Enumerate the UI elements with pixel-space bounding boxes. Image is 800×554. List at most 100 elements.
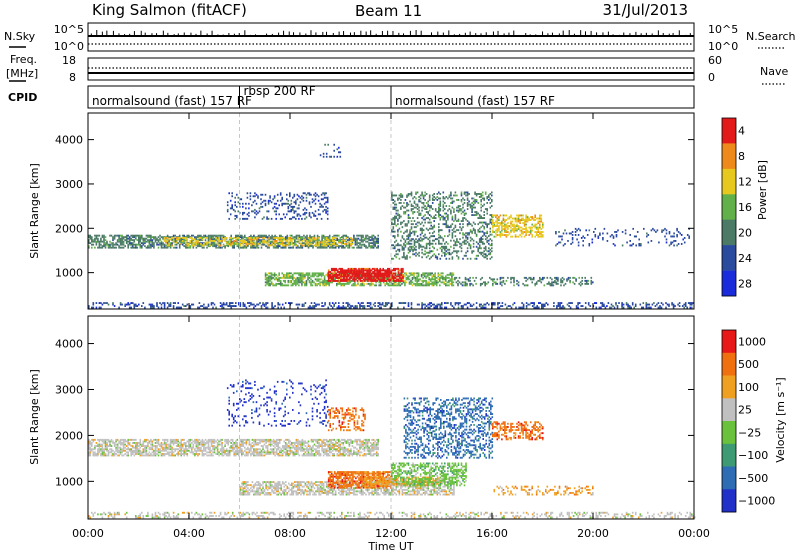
data-cell bbox=[274, 234, 276, 237]
data-cell bbox=[418, 251, 420, 254]
data-cell bbox=[403, 206, 405, 209]
data-cell bbox=[287, 273, 290, 276]
data-cell bbox=[429, 282, 432, 285]
data-cell bbox=[133, 240, 136, 243]
data-cell bbox=[421, 248, 423, 251]
data-cell bbox=[342, 269, 344, 272]
data-cell bbox=[329, 271, 331, 273]
data-cell bbox=[291, 240, 293, 242]
data-cell bbox=[203, 303, 205, 306]
data-cell bbox=[427, 203, 429, 206]
data-cell bbox=[394, 221, 396, 224]
data-cell bbox=[537, 226, 539, 229]
data-cell bbox=[474, 230, 476, 233]
data-cell bbox=[555, 276, 558, 279]
data-cell bbox=[445, 223, 448, 226]
data-cell bbox=[474, 223, 476, 226]
data-cell bbox=[481, 251, 484, 254]
data-cell bbox=[363, 274, 365, 276]
data-cell bbox=[322, 282, 324, 285]
data-cell bbox=[326, 210, 329, 213]
data-cell bbox=[157, 239, 160, 242]
data-cell bbox=[305, 272, 308, 275]
data-cell bbox=[275, 202, 277, 205]
data-cell bbox=[375, 281, 377, 284]
data-cell bbox=[338, 240, 340, 242]
data-cell bbox=[195, 246, 198, 249]
data-cell bbox=[357, 245, 360, 248]
data-cell bbox=[511, 276, 514, 279]
data-cell bbox=[612, 237, 615, 239]
data-cell bbox=[480, 238, 482, 241]
data-cell bbox=[483, 221, 485, 224]
data-cell bbox=[492, 279, 494, 282]
data-cell bbox=[354, 240, 357, 243]
data-cell bbox=[438, 212, 440, 215]
data-cell bbox=[410, 223, 413, 226]
data-cell bbox=[322, 198, 324, 201]
data-cell bbox=[448, 276, 450, 279]
data-cell bbox=[424, 247, 426, 250]
data-cell bbox=[227, 245, 229, 248]
data-cell bbox=[410, 193, 413, 195]
data-cell bbox=[377, 234, 379, 237]
data-cell bbox=[280, 240, 282, 242]
data-cell bbox=[210, 303, 213, 306]
data-cell bbox=[505, 219, 508, 221]
data-cell bbox=[127, 237, 129, 240]
data-cell bbox=[413, 253, 416, 256]
data-cell bbox=[567, 278, 570, 281]
data-cell bbox=[142, 239, 145, 242]
data-cell bbox=[447, 248, 449, 251]
data-cell bbox=[382, 274, 385, 276]
data-cell bbox=[300, 246, 302, 249]
data-cell bbox=[278, 276, 280, 279]
data-cell bbox=[375, 237, 378, 240]
data-cell bbox=[633, 235, 636, 238]
data-cell bbox=[580, 305, 582, 307]
data-cell bbox=[479, 284, 482, 287]
data-cell bbox=[197, 240, 199, 242]
data-cell bbox=[498, 226, 500, 229]
data-cell bbox=[394, 267, 397, 270]
data-cell bbox=[496, 282, 499, 285]
data-cell bbox=[514, 229, 517, 232]
data-cell bbox=[406, 196, 408, 198]
data-cell bbox=[502, 281, 505, 284]
data-cell bbox=[151, 236, 154, 239]
data-cell bbox=[403, 244, 405, 247]
data-cell bbox=[320, 198, 323, 201]
data-cell bbox=[168, 244, 170, 247]
data-cell bbox=[245, 243, 248, 245]
data-cell bbox=[345, 243, 348, 245]
data-cell bbox=[320, 205, 323, 208]
data-cell bbox=[444, 253, 446, 256]
data-cell bbox=[283, 242, 285, 245]
data-cell bbox=[441, 248, 443, 251]
data-cell bbox=[328, 246, 331, 249]
data-cell bbox=[135, 234, 137, 237]
data-cell bbox=[300, 239, 302, 242]
data-cell bbox=[442, 247, 445, 250]
data-cell bbox=[180, 239, 182, 242]
data-cell bbox=[391, 196, 393, 198]
data-cell bbox=[377, 271, 380, 273]
data-cell bbox=[421, 202, 423, 204]
data-cell bbox=[274, 240, 276, 242]
data-cell bbox=[342, 284, 344, 287]
data-cell bbox=[153, 237, 155, 240]
data-cell bbox=[450, 239, 452, 242]
data-cell bbox=[445, 302, 448, 304]
data-cell bbox=[273, 202, 276, 205]
data-cell bbox=[378, 284, 380, 287]
data-cell bbox=[421, 193, 423, 195]
data-cell bbox=[540, 214, 543, 217]
data-cell bbox=[478, 241, 481, 244]
data-cell bbox=[367, 280, 369, 282]
data-cell bbox=[436, 256, 439, 259]
data-cell bbox=[135, 303, 137, 306]
data-cell bbox=[454, 215, 457, 218]
data-cell bbox=[264, 204, 267, 207]
data-cell bbox=[529, 228, 532, 230]
